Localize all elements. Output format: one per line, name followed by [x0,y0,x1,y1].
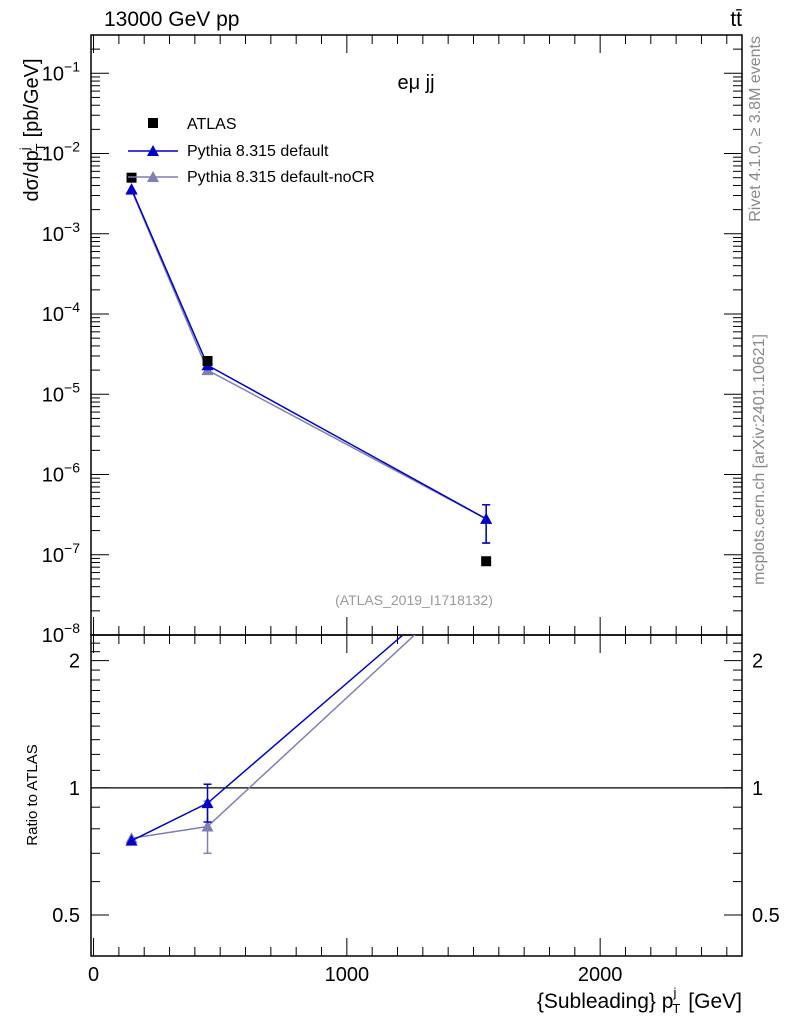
ratio-y-tick-label-right: 2 [752,651,763,673]
y-axis-title-main: dσ/dp [21,150,43,201]
y-axis-title-unit: [pb/GeV] [21,58,43,137]
ratio-y-tick-label-right: 1 [752,778,763,800]
x-axis-title-sub: T [672,1001,680,1016]
x-axis-title-unit: [GeV] [688,990,742,1013]
x-axis-title-main: {Subleading} p [537,990,674,1013]
y-axis-title: dσ/dpjT [pb/GeV] [17,58,48,201]
main-y-tick-base: 10 [42,465,64,487]
x-axis-title: {Subleading} pj T [GeV] [537,985,742,1016]
x-axis-title-sup: j [672,985,676,1000]
legend-label-atlas: ATLAS [187,116,237,133]
legend-marker-atlas [148,118,158,128]
ratio-point-default [125,834,138,846]
y-axis-title-sub: T [33,143,48,151]
legend-label-default: Pythia 8.315 default [187,143,329,160]
main-y-tick-label: 10−1 [42,58,80,85]
ratio-line-nocr [131,635,416,839]
main-line-default [130,188,487,520]
analysis-id-label: (ATLAS_2019_I1718132) [335,592,493,608]
legend-label-nocr: Pythia 8.315 default-noCR [187,169,375,186]
main-y-tick-label: 10−4 [42,299,80,326]
main-y-tick-base: 10 [42,625,64,647]
collision-energy-label: 13000 GeV pp [104,8,239,31]
ratio-point-nocr [201,820,214,832]
main-y-tick-exponent: −5 [64,379,80,395]
ratio-y-axis-title: Ratio to ATLAS [24,744,41,845]
main-y-tick-label: 10−8 [42,620,80,647]
main-line-nocr [130,189,487,520]
main-y-tick-exponent: −3 [64,219,80,235]
source-label: mcplots.cern.ch [arXiv:2401.10621] [751,334,768,585]
ratio-point-default [201,797,214,809]
ratio-y-tick-label: 1 [69,778,80,800]
main-point-atlas [481,556,492,567]
main-y-tick-exponent: −2 [64,139,80,155]
main-y-tick-exponent: −6 [64,460,80,476]
x-tick-label: 0 [88,964,99,986]
legend: ATLAS Pythia 8.315 default Pythia 8.315 … [128,116,375,186]
main-y-tick-exponent: −1 [64,58,80,74]
main-y-tick-exponent: −7 [64,540,80,556]
ratio-y-tick-label: 2 [69,651,80,673]
main-y-tick-label: 10−5 [42,379,80,406]
main-y-tick-label: 10−6 [42,460,80,487]
main-y-tick-exponent: −4 [64,299,80,315]
main-y-tick-base: 10 [42,545,64,567]
main-y-tick-base: 10 [42,63,64,85]
main-point-default [125,183,138,195]
process-label: tt̄ [730,8,742,31]
legend-marker-nocr [147,171,159,182]
ratio-y-tick-label-right: 0.5 [752,905,780,927]
main-point-atlas [202,355,213,366]
x-tick-label: 2000 [578,964,623,986]
legend-marker-default [147,145,159,156]
main-y-tick-base: 10 [42,144,64,166]
main-y-tick-exponent: −8 [64,620,80,636]
x-tick-label: 1000 [325,964,370,986]
main-y-tick-label: 10−2 [42,139,80,166]
main-y-tick-base: 10 [42,304,64,326]
rivet-version-label: Rivet 4.1.0, ≥ 3.8M events [747,36,764,222]
main-point-default [480,512,493,524]
ratio-panel-frame [90,634,743,957]
main-y-tick-base: 10 [42,224,64,246]
main-y-tick-label: 10−7 [42,540,80,567]
chart-title: eμ jj [397,72,434,94]
main-y-tick-base: 10 [42,384,64,406]
main-y-tick-label: 10−3 [42,219,80,246]
y-axis-title-sup: j [17,147,32,151]
ratio-y-tick-label: 0.5 [52,905,80,927]
